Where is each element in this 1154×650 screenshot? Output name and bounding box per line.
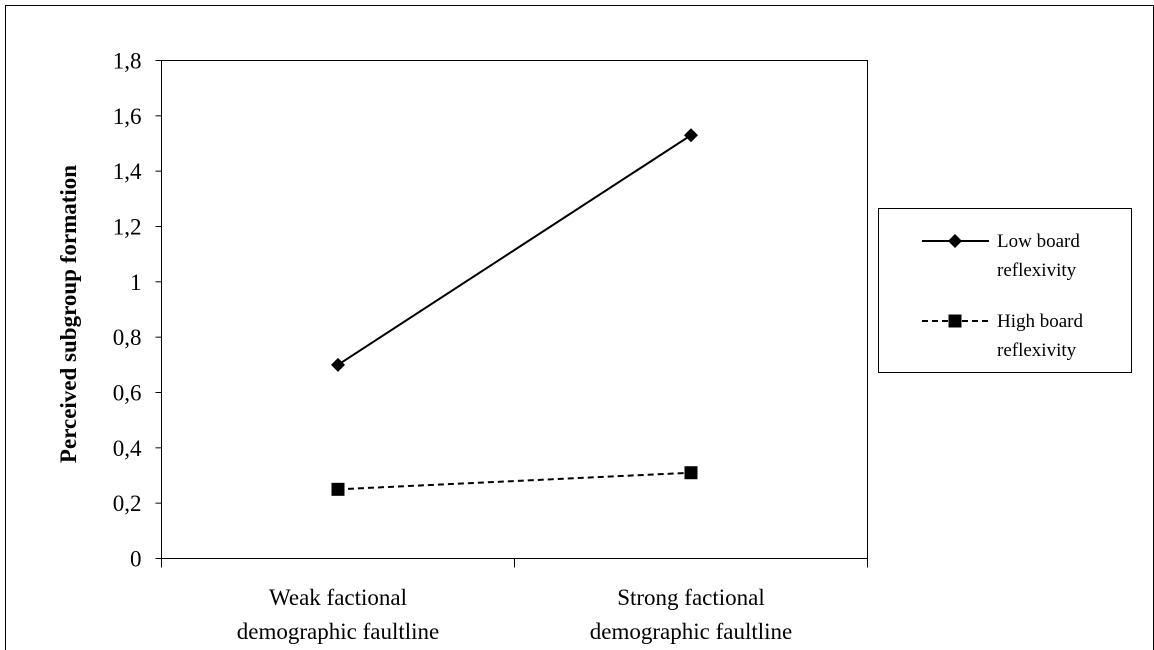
y-axis: 0 0,2 0,4 0,6 0,8 1 1,2 1,4 1,6 1,8 [113, 49, 162, 572]
x-axis: Weak factional demographic faultline Stron… [161, 558, 868, 644]
y-tick-label: 0,4 [113, 436, 142, 461]
y-tick-label: 0,2 [113, 491, 142, 516]
y-tick-label: 1,8 [113, 49, 142, 74]
x-category-label: Weak factional [269, 585, 407, 610]
legend-label: reflexivity [997, 260, 1077, 281]
legend-entry: Low board reflexivity [922, 231, 1080, 281]
data-point [684, 128, 698, 143]
legend: Low board reflexivity High board reflexivit… [878, 208, 1132, 373]
legend-entry: High board reflexivity [922, 311, 1084, 361]
y-tick-label: 1 [130, 270, 142, 295]
x-category-label: Strong factional [617, 585, 765, 610]
series-1 [331, 466, 698, 496]
legend-box [878, 208, 1132, 373]
y-tick-label: 0,6 [113, 381, 142, 406]
legend-label: Low board [997, 231, 1080, 252]
legend-label: High board [997, 311, 1084, 332]
x-category-label: demographic faultline [590, 619, 792, 644]
series-line [337, 471, 692, 491]
y-tick-label: 0 [130, 547, 142, 572]
y-tick-label: 1,4 [113, 159, 142, 184]
legend-marker [948, 314, 962, 328]
legend-label: reflexivity [997, 340, 1077, 361]
legend-marker [948, 234, 962, 248]
y-tick-label: 1,6 [113, 104, 142, 129]
series-0 [331, 128, 698, 372]
data-point [331, 482, 345, 496]
data-point [684, 466, 698, 480]
series-line [337, 134, 692, 366]
y-tick-label: 0,8 [113, 325, 142, 350]
y-axis-label: Perceived subgroup formation [56, 165, 81, 463]
plot-area [161, 60, 868, 559]
series-layer [331, 128, 698, 496]
x-category-label: demographic faultline [237, 619, 439, 644]
y-tick-label: 1,2 [113, 215, 142, 240]
data-point [331, 357, 345, 372]
